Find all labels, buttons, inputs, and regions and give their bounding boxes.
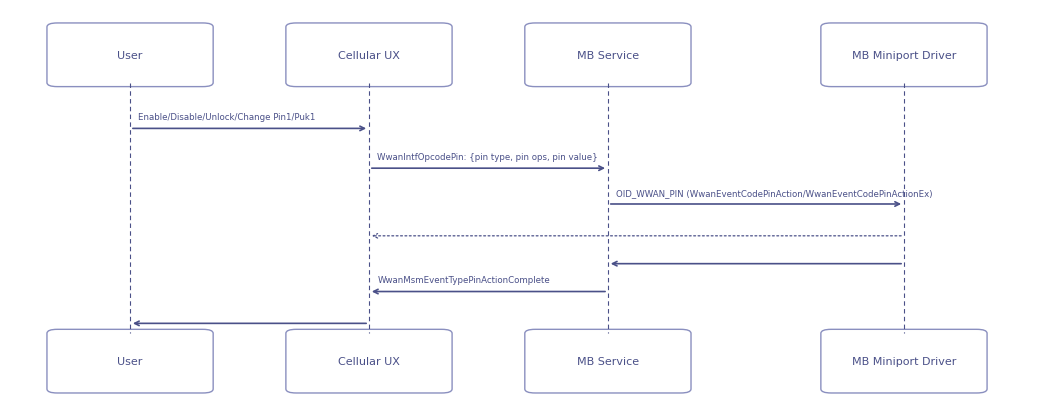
Text: MB Miniport Driver: MB Miniport Driver [852,356,956,366]
FancyBboxPatch shape [820,24,987,87]
Text: User: User [118,51,143,61]
Text: MB Service: MB Service [577,51,639,61]
FancyBboxPatch shape [525,24,691,87]
Text: MB Miniport Driver: MB Miniport Driver [852,51,956,61]
Text: Cellular UX: Cellular UX [338,356,400,366]
FancyBboxPatch shape [286,330,453,393]
Text: OID_WWAN_PIN (WwanEventCodePinAction/WwanEventCodePinActionEx): OID_WWAN_PIN (WwanEventCodePinAction/Wwa… [616,188,933,197]
Text: WwanMsmEventTypePinActionComplete: WwanMsmEventTypePinActionComplete [377,276,550,285]
Text: Enable/Disable/Unlock/Change Pin1/Puk1: Enable/Disable/Unlock/Change Pin1/Puk1 [139,113,316,122]
Text: MB Service: MB Service [577,356,639,366]
FancyBboxPatch shape [286,24,453,87]
Text: Cellular UX: Cellular UX [338,51,400,61]
FancyBboxPatch shape [525,330,691,393]
FancyBboxPatch shape [820,330,987,393]
Text: User: User [118,356,143,366]
FancyBboxPatch shape [47,24,213,87]
FancyBboxPatch shape [47,330,213,393]
Text: WwanIntfOpcodePin: {pin type, pin ops, pin value}: WwanIntfOpcodePin: {pin type, pin ops, p… [377,153,598,162]
